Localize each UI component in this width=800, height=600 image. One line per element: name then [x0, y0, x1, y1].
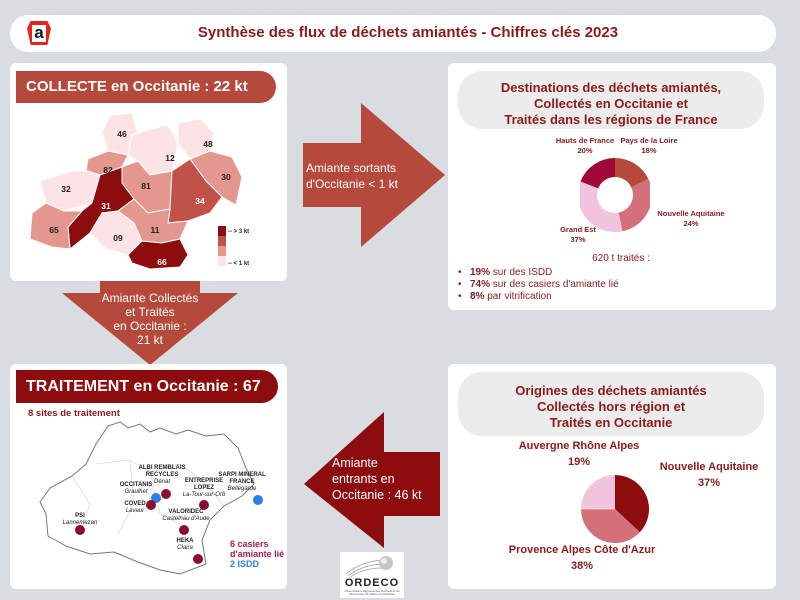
svg-text:81: 81	[141, 181, 151, 191]
sites-count: 8 sites de traitement	[28, 408, 120, 419]
legend-high: -- > 3 kt	[228, 229, 249, 235]
svg-text:12: 12	[165, 153, 175, 163]
arrow-sortants-label: Amiante sortants d'Occitanie < 1 kt	[306, 161, 399, 191]
destinations-panel: Destinations des déchets amiantés, Colle…	[448, 63, 776, 310]
collecte-title: COLLECTE en Occitanie : 22 kt	[16, 71, 276, 103]
legend-low: -- < 1 kt	[228, 261, 249, 267]
occitanie-sites-map	[39, 421, 263, 575]
destinations-stats: 620 t traités : 19% sur des ISDD 74% sur…	[456, 253, 756, 303]
label-auvergne: Auvergne Rhône Alpes 19%	[518, 440, 640, 468]
site-label-coved: COVED Lavaur	[124, 501, 146, 514]
origines-title: Origines des déchets amiantés Collectés …	[458, 372, 764, 436]
label-paca: Provence Alpes Côte d'Azur 38%	[508, 544, 656, 572]
treated-total: 620 t traités :	[592, 253, 650, 264]
label-hauts-de-france: Hauts de France 20%	[555, 136, 615, 155]
site-psi	[75, 525, 85, 535]
site-sarpi	[253, 495, 263, 505]
stat-casiers: 74% sur des casiers d'amiante lié	[456, 279, 756, 291]
ordeco-ball-icon	[345, 556, 393, 578]
label-nouvelle-aquitaine-orig: Nouvelle Aquitaine 37%	[659, 461, 759, 489]
logo-icon: a	[27, 21, 51, 45]
arrow-entrants-label: Amiante entrants en Occitanie : 46 kt	[332, 456, 422, 502]
origines-pie-chart	[581, 474, 650, 544]
arrow-collectes-traites	[62, 281, 238, 365]
site-heka	[193, 554, 203, 564]
dept-66	[127, 238, 189, 270]
svg-text:09: 09	[113, 233, 123, 243]
label-pays-de-la-loire: Pays de la Loire 18%	[620, 136, 678, 155]
dept-65	[29, 202, 84, 250]
svg-text:66: 66	[157, 257, 167, 267]
collecte-legend: -- > 3 kt -- < 1 kt	[218, 226, 249, 267]
svg-text:11: 11	[151, 225, 160, 235]
label-nouvelle-aquitaine: Nouvelle Aquitaine 24%	[657, 209, 725, 228]
svg-text:46: 46	[117, 129, 127, 139]
site-label-albi: ALBI REMBLAIS RECYCLES Dénat	[138, 465, 186, 485]
header-bar: a Synthèse des flux de déchets amiantés …	[10, 15, 776, 52]
site-label-heka: HEKA Claira	[176, 538, 194, 551]
sites-legend: 6 casiers d'amiante lié 2 ISDD	[230, 539, 285, 569]
destinations-donut-chart	[580, 157, 650, 232]
svg-text:32: 32	[61, 184, 71, 194]
site-label-valoridec: VALORIDEC Castelnau d'Aude	[162, 509, 210, 522]
page-title: Synthèse des flux de déchets amiantés - …	[197, 24, 619, 41]
site-label-psi: PSI Lannemezan	[62, 513, 98, 526]
traitement-panel: TRAITEMENT en Occitanie : 67 kt 8 sites …	[10, 364, 287, 589]
svg-text:30: 30	[221, 172, 231, 182]
arrow-sortants	[303, 103, 445, 247]
collecte-panel: COLLECTE en Occitanie : 22 kt 46 12 48 8…	[10, 63, 287, 281]
dept-11	[117, 198, 189, 244]
traitement-title: TRAITEMENT en Occitanie : 67 kt	[16, 370, 278, 428]
svg-text:48: 48	[203, 139, 213, 149]
arrow-collectes-traites-label: Amiante Collectés et Traités en Occitani…	[101, 291, 199, 347]
site-occitanis	[151, 493, 161, 503]
site-albi-remblais	[161, 489, 171, 499]
site-label-occitanis: OCCITANIS Graulhet	[119, 482, 153, 495]
arrow-entrants	[304, 412, 440, 548]
occitanie-collecte-map: 46 12 48 82 30 81 32 34 31 65 09 11 66 -…	[29, 112, 249, 270]
site-valoridec	[179, 525, 189, 535]
svg-text:65: 65	[49, 225, 59, 235]
svg-text:31: 31	[101, 201, 111, 211]
site-label-lopez: ENTREPRISE LOPEZ La-Tour-sur-Orb	[182, 478, 226, 498]
label-grand-est: Grand Est 37%	[560, 225, 596, 244]
site-label-sarpi: SARPI MINERAL FRANCE Bellegarde	[218, 472, 266, 492]
stat-isdd: 19% sur des ISDD	[456, 267, 756, 279]
stat-vitrification: 8% par vitrification	[456, 291, 756, 303]
origines-panel: Origines des déchets amiantés Collectés …	[448, 364, 776, 589]
destinations-title: Destinations des déchets amiantés, Colle…	[458, 71, 764, 129]
svg-text:82: 82	[103, 165, 113, 175]
ordeco-logo: ORDECO Observatoire Régional des Déchets…	[340, 552, 404, 598]
site-coved	[146, 500, 156, 510]
site-entreprise-lopez	[199, 500, 209, 510]
svg-text:34: 34	[195, 196, 205, 206]
